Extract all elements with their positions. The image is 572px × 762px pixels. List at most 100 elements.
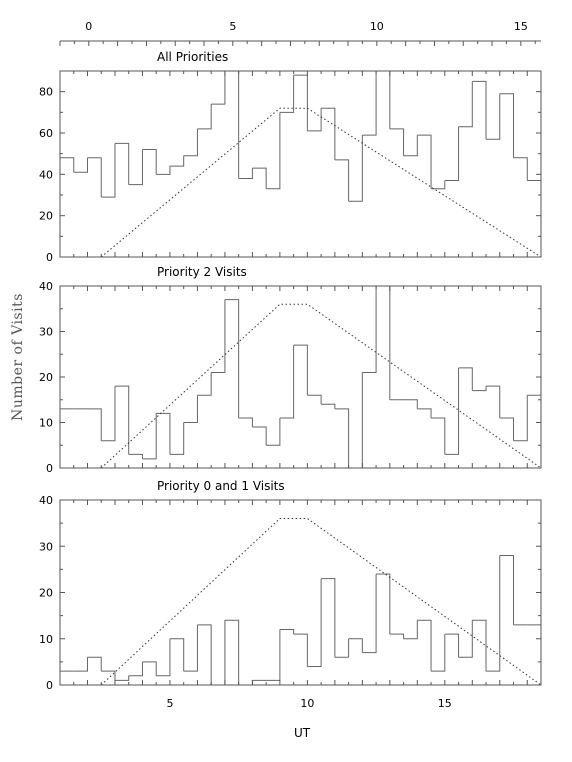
histogram-bin — [472, 386, 487, 392]
panel-2: 0 10 20 30 40 Priority 2 Visits — [39, 265, 542, 475]
histogram-bin — [431, 180, 446, 190]
histogram-bin — [87, 656, 102, 672]
histogram-bin — [403, 620, 418, 640]
histogram-bin — [87, 157, 102, 198]
histogram-bins — [60, 286, 541, 468]
histogram-bin — [486, 93, 501, 140]
histogram-bin — [87, 408, 102, 441]
histogram-bin — [472, 619, 487, 672]
histogram-bin — [403, 135, 418, 157]
y-tick-label: 30 — [39, 540, 53, 553]
histogram-bin — [472, 80, 487, 140]
histogram-bin — [183, 624, 198, 672]
histogram-bin — [211, 620, 226, 685]
histogram-bin — [376, 286, 391, 400]
histogram-bin — [197, 624, 212, 685]
overlay-dotted-line — [100, 107, 541, 257]
histogram-bin — [513, 157, 528, 181]
histogram-bin — [128, 661, 143, 677]
histogram-bin — [527, 624, 541, 648]
histogram-bin — [279, 629, 295, 635]
histogram-bin — [362, 286, 377, 373]
panel-3: 0 10 20 30 40 5 10 15 Priority 0 and 1 Visits — [39, 479, 542, 710]
histogram-bin — [224, 619, 240, 685]
y-tick-label: 10 — [39, 633, 53, 646]
histogram-bin — [224, 71, 240, 179]
histogram-bin — [279, 345, 295, 419]
histogram-bin — [266, 112, 281, 190]
histogram-bins — [60, 71, 541, 202]
y-tick-label: 20 — [39, 587, 53, 600]
y-tick-label: 80 — [39, 86, 53, 99]
histogram-bin — [114, 385, 130, 455]
histogram-bin — [252, 426, 267, 446]
histogram-bin — [156, 638, 171, 677]
histogram-bin — [389, 128, 405, 156]
histogram-bin — [444, 126, 460, 182]
overlay-dotted-line — [100, 303, 541, 468]
x-tick-label: 10 — [300, 697, 314, 710]
histogram-bin — [156, 166, 171, 175]
histogram-bin — [499, 555, 515, 625]
histogram-bin — [169, 422, 185, 455]
histogram-bin — [486, 385, 501, 418]
histogram-bin — [307, 108, 322, 132]
histogram-bins — [60, 555, 541, 685]
histogram-bin — [362, 574, 377, 654]
y-tick-label: 20 — [39, 371, 53, 384]
histogram-bin — [458, 81, 473, 128]
histogram-bin — [142, 661, 157, 676]
histogram-bin — [114, 142, 130, 185]
y-tick-label: 60 — [39, 127, 53, 140]
histogram-panels: 0 20 40 60 80 All Priorities 0 10 20 30 40 Priority… — [39, 50, 542, 710]
histogram-bin — [293, 344, 308, 396]
histogram-bin — [128, 453, 143, 459]
histogram-bin — [142, 413, 157, 460]
histogram-bin — [60, 157, 75, 173]
histogram-bin — [376, 71, 391, 129]
histogram-bin — [348, 372, 363, 468]
panel-title: All Priorities — [157, 50, 228, 64]
histogram-bin — [513, 395, 528, 442]
histogram-bin — [238, 168, 253, 179]
top-axis-tick-label: 0 — [85, 20, 92, 33]
y-tick-label: 0 — [46, 462, 53, 475]
panel-frame — [59, 285, 542, 469]
histogram-bin — [169, 155, 185, 167]
histogram-bin — [101, 670, 116, 681]
histogram-bin — [307, 578, 322, 667]
panel-1: 0 20 40 60 80 All Priorities — [39, 50, 542, 264]
histogram-bin — [73, 657, 88, 672]
histogram-bin — [334, 159, 350, 202]
y-axis-label: Number of Visits — [10, 293, 26, 421]
histogram-bin — [527, 155, 541, 182]
y-tick-label: 40 — [39, 168, 53, 181]
histogram-bin — [252, 167, 267, 189]
histogram-bin — [417, 619, 432, 672]
panel-title: Priority 2 Visits — [157, 265, 247, 279]
histogram-bin — [211, 71, 226, 105]
histogram-bin — [348, 135, 363, 202]
histogram-bin — [321, 107, 336, 160]
x-tick-label: 5 — [166, 697, 173, 710]
histogram-bin — [417, 134, 432, 189]
histogram-bin — [142, 149, 157, 175]
histogram-bin — [527, 394, 541, 423]
histogram-bin — [114, 675, 130, 681]
top-axis-tick-label: 10 — [370, 20, 384, 33]
y-tick-label: 40 — [39, 494, 53, 507]
histogram-bin — [238, 680, 253, 685]
histogram-bin — [293, 633, 308, 667]
x-tick-label: 15 — [438, 697, 452, 710]
histogram-bin — [266, 417, 281, 446]
y-tick-label: 10 — [39, 417, 53, 430]
histogram-bin — [376, 573, 391, 635]
histogram-bin — [183, 128, 198, 157]
y-tick-label: 0 — [46, 679, 53, 692]
histogram-bin — [444, 633, 460, 658]
histogram-bin — [73, 157, 88, 173]
histogram-bin — [431, 417, 446, 455]
histogram-bin — [156, 412, 171, 455]
histogram-bin — [101, 386, 116, 442]
